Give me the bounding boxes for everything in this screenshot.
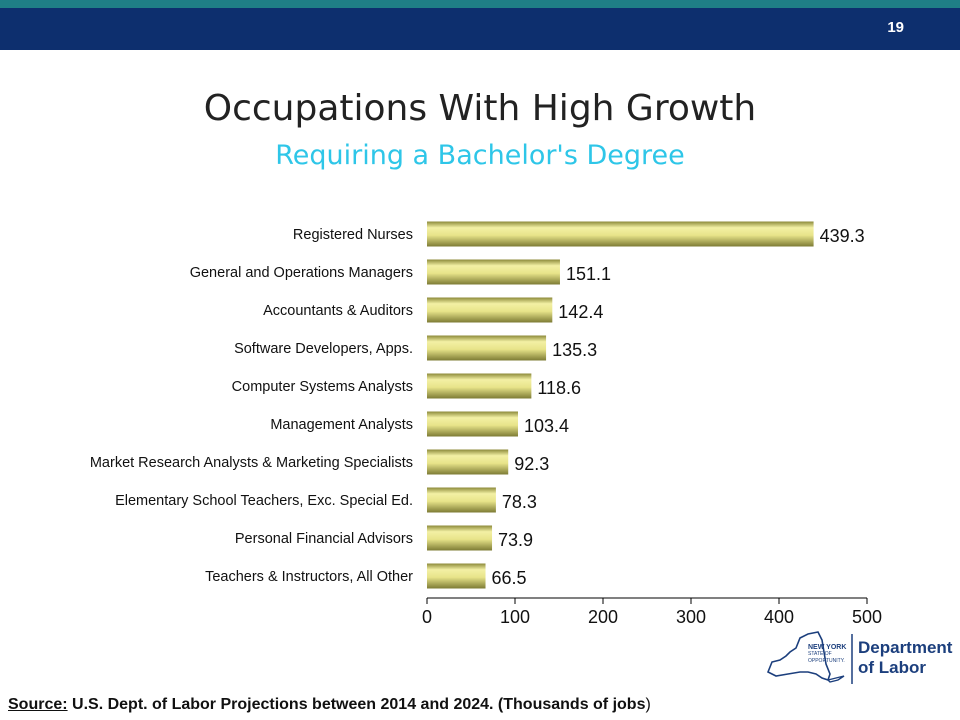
data-label: 142.4: [558, 302, 603, 322]
category-label: Teachers & Instructors, All Other: [205, 569, 413, 585]
source-label: Source:: [8, 696, 68, 713]
data-label: 73.9: [498, 530, 533, 550]
x-axis: 0 100 200 300 400 500: [422, 597, 882, 627]
source-text: U.S. Dept. of Labor Projections between …: [67, 696, 646, 713]
bar: [427, 221, 814, 247]
category-label: General and Operations Managers: [190, 265, 413, 281]
logo-of-labor: of Labor: [858, 658, 926, 677]
logo-line-2: STATE OF: [808, 651, 832, 657]
data-label: 439.3: [820, 226, 865, 246]
logo-department: Department: [858, 638, 953, 657]
header-accent-stripe: [0, 0, 960, 8]
x-tick-label: 300: [676, 607, 706, 627]
header-bar: [0, 8, 960, 50]
bar: [427, 563, 486, 589]
bars-group: Registered Nurses 439.3 General and Operat…: [90, 221, 865, 589]
chart-subtitle: Requiring a Bachelor's Degree: [275, 140, 685, 171]
data-label: 92.3: [514, 454, 549, 474]
data-label: 135.3: [552, 340, 597, 360]
category-label: Personal Financial Advisors: [235, 531, 413, 547]
x-tick-label: 0: [422, 607, 432, 627]
data-label: 151.1: [566, 264, 611, 284]
nys-dol-logo: NEW YORK STATE OF OPPORTUNITY. Departmen…: [762, 630, 952, 690]
slide-number: 19: [887, 19, 904, 36]
ny-wordmark: NEW YORK STATE OF OPPORTUNITY.: [808, 644, 846, 665]
bar: [427, 449, 509, 475]
category-label: Registered Nurses: [293, 227, 413, 243]
category-label: Computer Systems Analysts: [232, 379, 413, 395]
x-tick-label: 200: [588, 607, 618, 627]
bar: [427, 411, 518, 437]
data-label: 103.4: [524, 416, 569, 436]
data-label: 118.6: [537, 378, 581, 398]
dol-wordmark: Department of Labor: [858, 638, 952, 678]
bar-chart: Registered Nurses 439.3 General and Operat…: [90, 221, 882, 627]
bar: [427, 297, 553, 323]
bar: [427, 335, 547, 361]
logo-line-3: OPPORTUNITY.: [808, 658, 845, 664]
bar: [427, 373, 532, 399]
category-label: Elementary School Teachers, Exc. Special…: [115, 493, 413, 509]
category-label: Management Analysts: [270, 417, 413, 433]
data-label: 66.5: [492, 568, 527, 588]
logo-line-1: NEW YORK: [808, 644, 847, 651]
category-label: Accountants & Auditors: [263, 303, 413, 319]
chart-title: Occupations With High Growth: [203, 88, 757, 129]
x-tick-label: 400: [764, 607, 794, 627]
bar: [427, 487, 496, 513]
data-label: 78.3: [502, 492, 537, 512]
bar: [427, 525, 493, 551]
x-tick-label: 500: [852, 607, 882, 627]
source-note: Source: U.S. Dept. of Labor Projections …: [8, 696, 651, 714]
category-label: Software Developers, Apps.: [234, 341, 413, 357]
bar: [427, 259, 560, 285]
ny-state-outline-icon: [766, 631, 853, 684]
x-tick-label: 100: [500, 607, 530, 627]
category-label: Market Research Analysts & Marketing Spe…: [90, 455, 413, 471]
source-close: ): [645, 696, 651, 713]
